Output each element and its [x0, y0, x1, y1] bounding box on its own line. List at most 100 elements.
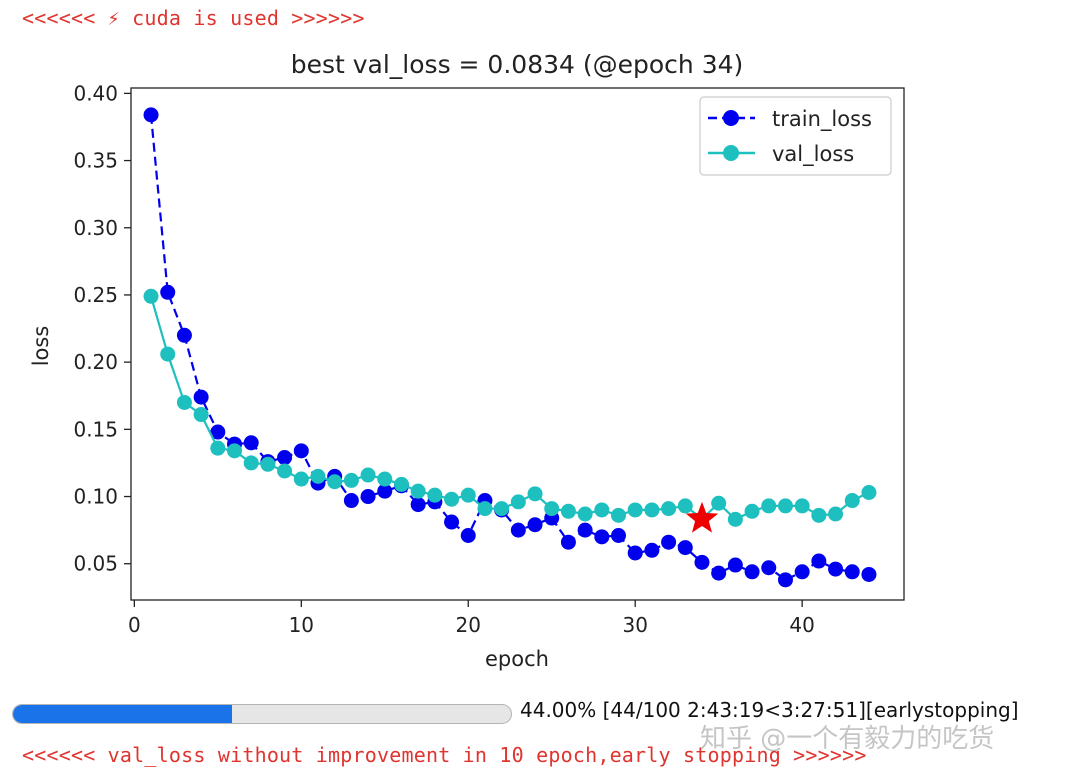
train-loss-point [460, 527, 476, 543]
val-loss-point [577, 506, 593, 522]
train-loss-point [727, 557, 743, 573]
y-tick-label: 0.05 [73, 552, 118, 576]
val-loss-point [277, 463, 293, 479]
x-tick-label: 30 [622, 613, 647, 637]
val-loss-point [711, 495, 727, 511]
val-loss-point [644, 502, 660, 518]
early-stopping-log-line: <<<<<< val_loss without improvement in 1… [22, 743, 867, 767]
val-loss-point [477, 501, 493, 517]
val-loss-point [510, 494, 526, 510]
val-loss-point [811, 507, 827, 523]
train-loss-point [343, 493, 359, 509]
legend-val-label: val_loss [772, 142, 854, 167]
y-tick-label: 0.10 [73, 485, 118, 509]
train-loss-point [644, 542, 660, 558]
val-loss-point [310, 468, 326, 484]
train-loss-point [828, 561, 844, 577]
train-loss-point [510, 522, 526, 538]
train-loss-point [811, 553, 827, 569]
val-loss-point [828, 506, 844, 522]
progress-fill [13, 705, 233, 723]
train-loss-point [761, 560, 777, 576]
train-loss-point [176, 327, 192, 343]
val-loss-point [661, 501, 677, 517]
x-tick-label: 0 [128, 613, 141, 637]
val-loss-point [377, 471, 393, 487]
legend-train-marker [723, 110, 739, 126]
val-loss-point [677, 498, 693, 514]
val-loss-point [160, 346, 176, 362]
train-loss-point [193, 389, 209, 405]
train-loss-point [410, 497, 426, 513]
train-loss-point [777, 572, 793, 588]
val-loss-point [293, 471, 309, 487]
y-tick-label: 0.15 [73, 417, 118, 441]
train-loss-point [377, 483, 393, 499]
val-loss-point [176, 394, 192, 410]
y-tick-label: 0.25 [73, 283, 118, 307]
val-loss-point [460, 487, 476, 503]
val-loss-point [544, 501, 560, 517]
train-loss-point [143, 107, 159, 123]
best-epoch-star [685, 501, 719, 533]
train-loss-point [627, 545, 643, 561]
val-loss-point [627, 502, 643, 518]
val-loss-point [527, 486, 543, 502]
val-loss-point [560, 503, 576, 519]
y-tick-label: 0.20 [73, 350, 118, 374]
val-loss-point [594, 502, 610, 518]
y-tick-label: 0.30 [73, 216, 118, 240]
legend-val-marker [723, 145, 739, 161]
val-loss-point [744, 503, 760, 519]
train-loss-point [844, 564, 860, 580]
train-loss-point [293, 443, 309, 459]
x-tick-label: 20 [456, 613, 481, 637]
val-loss-point [861, 484, 877, 500]
train-loss-point [243, 435, 259, 451]
train-loss-point [560, 534, 576, 550]
val-loss-point [210, 440, 226, 456]
val-loss-point [327, 474, 343, 490]
val-loss-point [143, 288, 159, 304]
chart-title: best val_loss = 0.0834 (@epoch 34) [291, 50, 744, 79]
train-loss-point [444, 514, 460, 530]
y-axis-label: loss [29, 326, 53, 367]
progress-text: 44.00% [44/100 2:43:19<3:27:51][earlysto… [520, 698, 1019, 722]
train-loss-point [160, 284, 176, 300]
val-loss-point [844, 493, 860, 509]
val-loss-point [727, 511, 743, 527]
val-loss-point [494, 501, 510, 517]
val-loss-point [761, 498, 777, 514]
y-tick-label: 0.40 [73, 81, 118, 105]
val-loss-point [360, 467, 376, 483]
train-loss-point [277, 450, 293, 466]
val-loss-point [794, 498, 810, 514]
val-loss-point [227, 443, 243, 459]
axes: 0 10 20 30 40 0.05 0.10 0.15 0.20 0.25 0.30 0.35 0.4… [73, 81, 814, 637]
val-loss-point [193, 407, 209, 423]
loss-chart: best val_loss = 0.0834 (@epoch 34) 0 10 20… [29, 50, 905, 671]
x-tick-label: 40 [789, 613, 814, 637]
train-loss-point [677, 540, 693, 556]
val-loss-point [444, 491, 460, 507]
legend: train_loss val_loss [699, 96, 892, 176]
train-loss-point [577, 522, 593, 538]
y-tick-label: 0.35 [73, 149, 118, 173]
train-loss-point [210, 424, 226, 440]
val-loss-point [777, 498, 793, 514]
train-loss-point [861, 566, 877, 582]
train-loss-point [594, 529, 610, 545]
legend-box [699, 96, 892, 176]
cuda-log-line: <<<<<< ⚡ cuda is used >>>>>> [22, 6, 365, 30]
train-loss-point [711, 565, 727, 581]
val-loss-point [611, 507, 627, 523]
val-loss-point [260, 456, 276, 472]
val-loss-point [243, 455, 259, 471]
series-layer [143, 107, 877, 588]
val-loss-point [393, 476, 409, 492]
train-loss-point [527, 517, 543, 533]
train-loss-point [694, 554, 710, 570]
progress-bar [12, 704, 512, 724]
train-loss-point [744, 564, 760, 580]
train-loss-point [661, 534, 677, 550]
